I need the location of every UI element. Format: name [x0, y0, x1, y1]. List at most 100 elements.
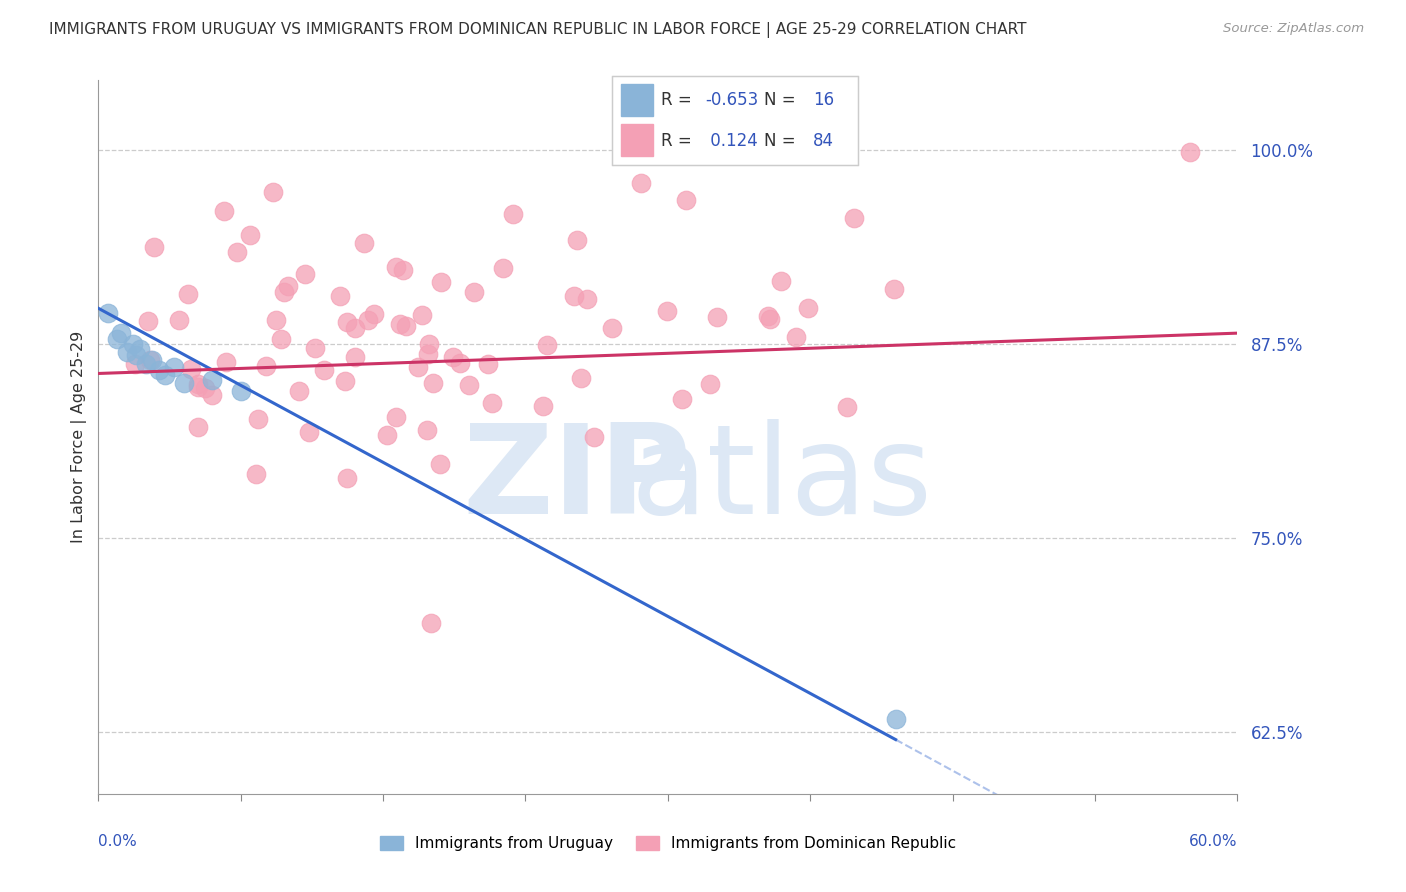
- Bar: [621, 124, 654, 156]
- Point: [441, 350, 464, 364]
- Point: [329, 289, 352, 303]
- Point: [215, 355, 238, 369]
- Point: [187, 377, 209, 392]
- Point: [262, 185, 284, 199]
- Point: [294, 267, 316, 281]
- Point: [333, 374, 356, 388]
- Point: [406, 359, 429, 374]
- Point: [706, 310, 728, 325]
- Point: [129, 342, 152, 356]
- Point: [363, 307, 385, 321]
- Point: [353, 236, 375, 251]
- Point: [264, 313, 287, 327]
- Point: [759, 312, 782, 326]
- Point: [201, 387, 224, 401]
- Point: [163, 360, 186, 375]
- Point: [418, 347, 440, 361]
- Point: [297, 425, 319, 440]
- Point: [135, 357, 157, 371]
- Point: [418, 337, 440, 351]
- Point: [377, 428, 399, 442]
- Point: [187, 420, 209, 434]
- Point: [385, 260, 408, 274]
- Point: [153, 368, 176, 382]
- Point: [657, 304, 679, 318]
- Point: [239, 228, 262, 243]
- Text: R =: R =: [661, 91, 697, 109]
- Point: [582, 429, 605, 443]
- Point: [304, 341, 326, 355]
- Point: [675, 194, 697, 208]
- Point: [121, 337, 143, 351]
- Point: [229, 384, 252, 398]
- Point: [148, 363, 170, 377]
- Point: [395, 318, 418, 333]
- Point: [842, 211, 865, 225]
- Point: [884, 713, 907, 727]
- Point: [343, 321, 366, 335]
- Text: R =: R =: [661, 132, 702, 150]
- Point: [97, 306, 120, 320]
- Point: [430, 276, 453, 290]
- Point: [336, 471, 359, 485]
- Point: [492, 260, 515, 275]
- Point: [536, 338, 558, 352]
- Point: [245, 467, 267, 481]
- Point: [226, 244, 249, 259]
- Point: [357, 313, 380, 327]
- Point: [429, 457, 451, 471]
- Point: [422, 376, 444, 390]
- Point: [389, 317, 412, 331]
- Point: [187, 380, 209, 394]
- Point: [115, 344, 138, 359]
- Point: [391, 263, 413, 277]
- Point: [194, 381, 217, 395]
- Point: [167, 313, 190, 327]
- Text: 0.0%: 0.0%: [98, 834, 138, 849]
- Text: IMMIGRANTS FROM URUGUAY VS IMMIGRANTS FROM DOMINICAN REPUBLIC IN LABOR FORCE | A: IMMIGRANTS FROM URUGUAY VS IMMIGRANTS FR…: [49, 22, 1026, 38]
- Point: [450, 356, 472, 370]
- Point: [565, 233, 588, 247]
- Point: [173, 376, 195, 390]
- Point: [699, 377, 721, 392]
- Point: [201, 373, 224, 387]
- Point: [254, 359, 277, 373]
- Text: 84: 84: [813, 132, 834, 150]
- Point: [124, 357, 146, 371]
- Point: [533, 400, 555, 414]
- Point: [139, 352, 162, 367]
- Point: [246, 412, 269, 426]
- Text: 60.0%: 60.0%: [1189, 834, 1237, 849]
- Text: N =: N =: [765, 91, 801, 109]
- Y-axis label: In Labor Force | Age 25-29: In Labor Force | Age 25-29: [72, 331, 87, 543]
- Text: 0.124: 0.124: [706, 132, 758, 150]
- Point: [883, 282, 905, 296]
- Point: [411, 308, 433, 322]
- Point: [630, 176, 652, 190]
- Point: [125, 348, 148, 362]
- Point: [477, 357, 499, 371]
- Legend: Immigrants from Uruguay, Immigrants from Dominican Republic: Immigrants from Uruguay, Immigrants from…: [374, 830, 962, 857]
- Point: [344, 351, 367, 365]
- Point: [180, 362, 202, 376]
- Text: 16: 16: [813, 91, 835, 109]
- Point: [797, 301, 820, 315]
- Point: [1178, 145, 1201, 159]
- Text: N =: N =: [765, 132, 801, 150]
- Point: [385, 409, 408, 424]
- Point: [576, 292, 599, 306]
- Point: [212, 204, 235, 219]
- Point: [671, 392, 693, 406]
- Point: [107, 332, 129, 346]
- Point: [277, 279, 299, 293]
- Point: [756, 310, 779, 324]
- Text: Source: ZipAtlas.com: Source: ZipAtlas.com: [1223, 22, 1364, 36]
- Point: [273, 285, 295, 299]
- Point: [569, 371, 592, 385]
- Point: [562, 289, 585, 303]
- Point: [463, 285, 485, 300]
- Text: ZIP: ZIP: [463, 419, 692, 541]
- Point: [837, 401, 859, 415]
- Point: [481, 396, 503, 410]
- Point: [287, 384, 309, 398]
